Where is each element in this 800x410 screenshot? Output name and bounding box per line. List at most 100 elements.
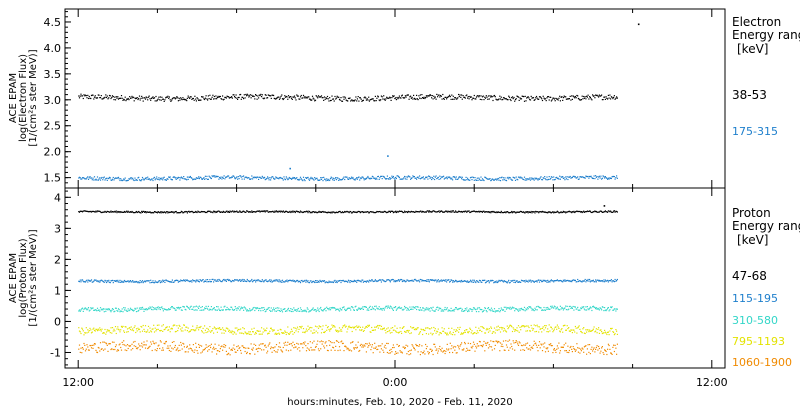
proton-point [559, 331, 561, 333]
electron-point [249, 178, 251, 180]
proton-point [297, 281, 299, 283]
proton-point [113, 280, 115, 282]
proton-point [471, 347, 473, 349]
electron-point [213, 95, 215, 98]
proton-point [573, 329, 575, 331]
proton-point [340, 341, 342, 343]
proton-point [610, 306, 612, 308]
electron-point [428, 175, 430, 177]
proton-point [584, 332, 586, 335]
electron-point [356, 178, 358, 180]
proton-point [362, 281, 364, 283]
proton-point [586, 210, 588, 212]
electron-point [171, 179, 173, 181]
proton-point [413, 211, 415, 213]
proton-point [246, 351, 248, 353]
proton-point [299, 280, 301, 283]
proton-point [374, 212, 376, 214]
electron-point [564, 179, 566, 181]
electron-point [286, 96, 288, 98]
proton-point [203, 332, 205, 334]
proton-point [398, 306, 400, 309]
electron-point [256, 176, 258, 178]
electron-point [302, 176, 305, 178]
proton-point [273, 350, 275, 352]
proton-point [401, 210, 403, 212]
electron-point [165, 97, 167, 99]
electron-point [89, 176, 91, 178]
electron-point [560, 176, 562, 178]
proton-point [382, 211, 384, 213]
proton-point [389, 307, 391, 309]
electron-point [216, 96, 218, 99]
proton-point [181, 327, 183, 329]
proton-point [490, 327, 493, 329]
proton-point [341, 280, 343, 282]
proton-point [484, 211, 486, 213]
electron-point [300, 94, 302, 97]
proton-point [122, 211, 124, 213]
electron-point [198, 99, 200, 101]
proton-point [238, 211, 240, 213]
proton-point [350, 306, 353, 308]
proton-point [143, 310, 145, 312]
electron-point [200, 99, 202, 101]
proton-point [614, 308, 616, 310]
proton-point [351, 330, 353, 333]
proton-point [326, 329, 328, 331]
proton-point [273, 309, 275, 311]
proton-point [202, 211, 204, 213]
proton-point [526, 330, 529, 332]
electron-point [158, 177, 160, 179]
proton-point [551, 211, 553, 213]
electron-point [533, 179, 535, 181]
proton-point [442, 211, 444, 213]
proton-point [178, 212, 180, 214]
proton-point [202, 349, 204, 351]
proton-point [548, 280, 550, 282]
proton-point [607, 281, 609, 283]
electron-point [168, 96, 170, 98]
proton-point [490, 212, 492, 214]
electron-point [416, 176, 418, 178]
proton-point [478, 211, 481, 213]
proton-point [114, 326, 117, 328]
electron-point [247, 177, 249, 179]
proton-point [488, 211, 490, 214]
proton-point [586, 331, 588, 333]
proton-point [325, 281, 327, 283]
electron-point [276, 97, 278, 99]
proton-point [84, 350, 87, 352]
proton-point [601, 211, 603, 213]
electron-point [595, 94, 597, 96]
electron-point [480, 95, 482, 97]
electron-point [273, 94, 275, 97]
electron-point [363, 179, 365, 181]
electron-point [141, 176, 144, 179]
proton-point [419, 278, 421, 281]
proton-point [341, 309, 343, 311]
proton-point [508, 212, 510, 214]
proton-point [457, 309, 459, 311]
proton-point [132, 211, 134, 213]
proton-point [428, 353, 430, 355]
electron-point [526, 96, 529, 98]
proton-point [453, 345, 455, 348]
proton-point [613, 309, 615, 311]
proton-point [249, 353, 251, 355]
proton-point [331, 324, 333, 326]
proton-point [248, 310, 250, 312]
proton-point [607, 307, 609, 309]
proton-point [419, 354, 421, 356]
electron-point [583, 97, 585, 99]
proton-point [520, 281, 522, 283]
proton-point [228, 279, 230, 281]
proton-point [532, 328, 535, 330]
proton-point [322, 325, 324, 327]
proton-point [338, 310, 341, 312]
proton-point [219, 279, 221, 281]
proton-point [311, 308, 314, 310]
electron-point [610, 98, 612, 100]
proton-point [524, 325, 526, 327]
electron-point [189, 175, 191, 178]
